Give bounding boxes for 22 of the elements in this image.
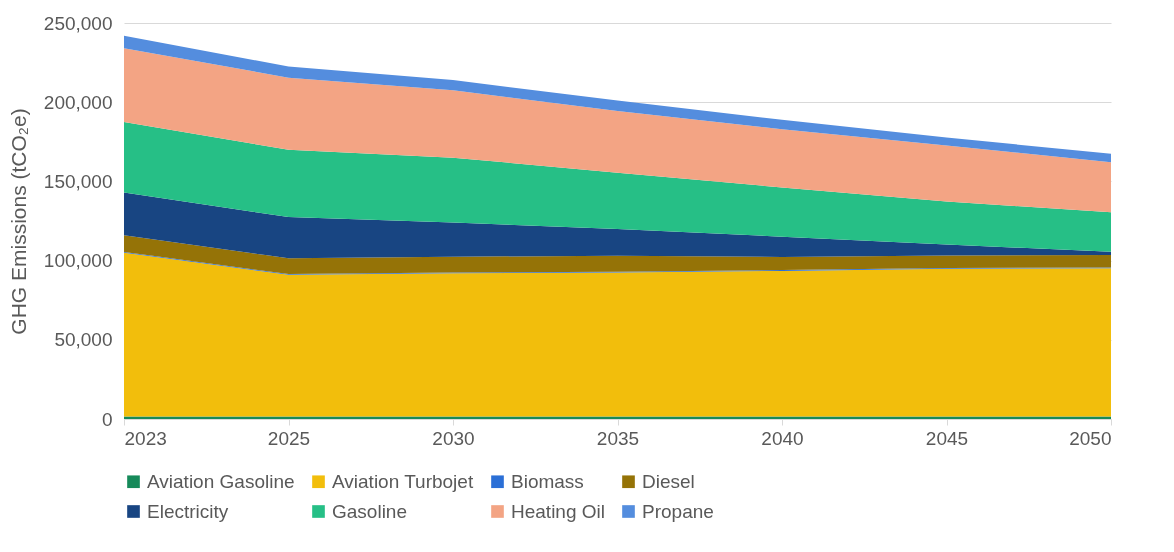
legend-label: Electricity xyxy=(147,500,229,522)
legend-label: Gasoline xyxy=(332,500,407,522)
y-tick-label: 150,000 xyxy=(43,170,113,192)
x-tick-label: 2035 xyxy=(596,427,640,449)
x-tick-label: 2040 xyxy=(761,427,804,449)
y-tick-label: 0 xyxy=(101,408,113,430)
x-tick-label: 2025 xyxy=(267,427,311,449)
y-tick-label: 50,000 xyxy=(54,329,113,351)
legend-label: Aviation Turbojet xyxy=(332,470,474,492)
y-tick-label: 250,000 xyxy=(43,12,113,34)
x-tick-label: 2050 xyxy=(1069,427,1112,449)
x-tick-label: 2023 xyxy=(124,427,167,449)
y-tick-label: 200,000 xyxy=(43,91,113,113)
legend-label: Diesel xyxy=(642,470,695,492)
x-tick-label: 2030 xyxy=(432,427,475,449)
y-tick-label: 100,000 xyxy=(43,250,113,272)
legend-label: Aviation Gasoline xyxy=(147,470,295,492)
legend-label: Heating Oil xyxy=(511,500,605,522)
legend-label: Biomass xyxy=(511,470,584,492)
legend-label: Propane xyxy=(642,500,714,522)
x-tick-label: 2045 xyxy=(925,427,969,449)
y-axis-title: GHG Emissions (tCO₂e) xyxy=(6,108,30,335)
